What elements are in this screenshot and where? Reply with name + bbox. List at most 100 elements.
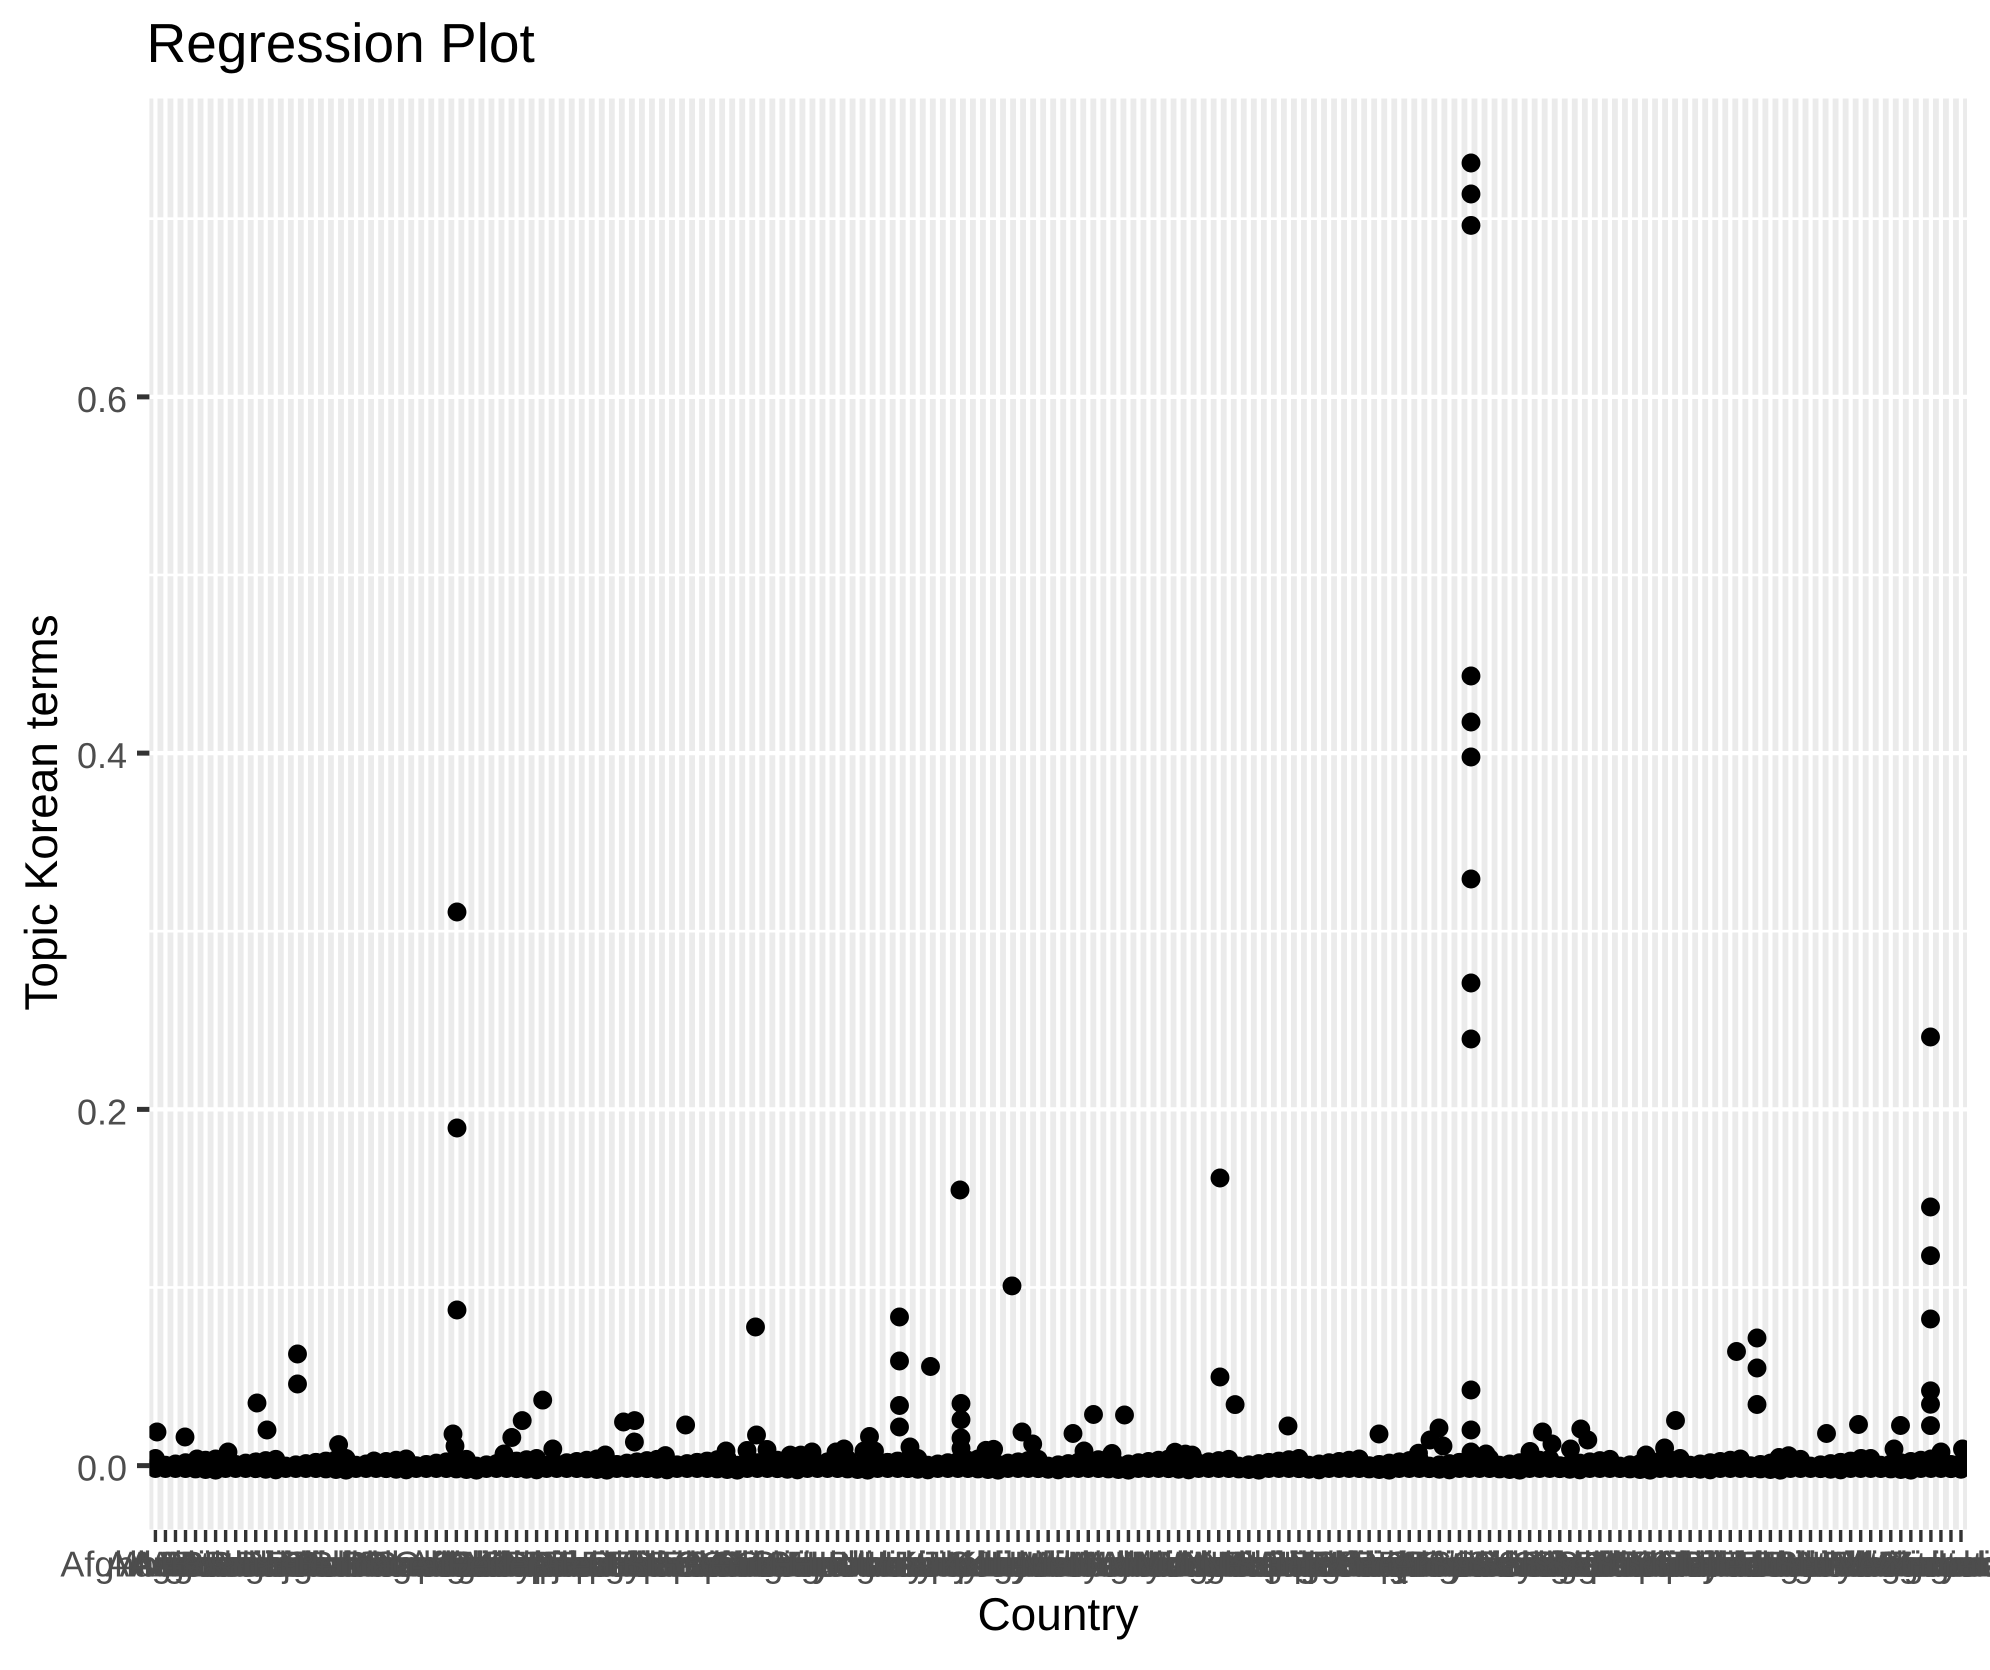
- svg-text:Jordan: Jordan: [923, 1544, 1033, 1585]
- svg-text:Uruguay: Uruguay: [1823, 1544, 1959, 1585]
- svg-text:Grenada: Grenada: [717, 1544, 858, 1585]
- svg-text:Bulgaria: Bulgaria: [340, 1544, 473, 1585]
- svg-text:Spain: Spain: [1614, 1544, 1706, 1585]
- svg-text:Ethiopia: Ethiopia: [622, 1544, 753, 1585]
- svg-text:United States Virgin Islands: United States Virgin Islands: [1660, 1544, 1990, 1585]
- svg-text:Finland: Finland: [648, 1544, 766, 1585]
- svg-text:Bosnia and Herzegovina: Bosnia and Herzegovina: [170, 1544, 563, 1585]
- svg-text:Brazil: Brazil: [341, 1544, 431, 1585]
- svg-text:Topic Korean terms: Topic Korean terms: [15, 614, 67, 1010]
- svg-text:Guinea: Guinea: [749, 1544, 866, 1585]
- svg-text:Liechtenstein: Liechtenstein: [982, 1544, 1194, 1585]
- svg-text:Denmark: Denmark: [504, 1544, 651, 1585]
- svg-text:Bahamas: Bahamas: [180, 1544, 332, 1585]
- svg-text:Cameroon: Cameroon: [362, 1544, 530, 1585]
- svg-text:Dominican Republic: Dominican Republic: [447, 1544, 767, 1585]
- svg-text:Malaysia: Malaysia: [1067, 1544, 1210, 1585]
- svg-text:Qatar: Qatar: [1384, 1544, 1474, 1585]
- svg-text:Panama: Panama: [1302, 1544, 1437, 1585]
- svg-text:Malawi: Malawi: [1072, 1544, 1184, 1585]
- svg-text:Bangladesh: Bangladesh: [181, 1544, 371, 1585]
- svg-text:0.6: 0.6: [77, 379, 127, 420]
- svg-text:Eswatini: Eswatini: [610, 1544, 744, 1585]
- svg-text:Burundi: Burundi: [364, 1544, 488, 1585]
- svg-text:South Korea: South Korea: [1540, 1544, 1741, 1585]
- svg-text:Azerbaijan: Azerbaijan: [161, 1544, 331, 1585]
- svg-text:Saudi Arabia: Saudi Arabia: [1428, 1544, 1633, 1585]
- svg-text:El Salvador: El Salvador: [545, 1544, 729, 1585]
- svg-text:Uzbekistan: Uzbekistan: [1812, 1544, 1990, 1585]
- svg-text:Andorra: Andorra: [132, 1544, 261, 1585]
- svg-text:Mexico: Mexico: [1132, 1544, 1246, 1585]
- svg-text:Taiwan: Taiwan: [1674, 1544, 1786, 1585]
- svg-text:Lebanon: Lebanon: [978, 1544, 1118, 1585]
- svg-text:Sierra Leone: Sierra Leone: [1467, 1544, 1673, 1585]
- svg-text:Central African Republic: Central African Republic: [283, 1544, 669, 1585]
- svg-text:Saint Kitts and Nevis: Saint Kitts and Nevis: [1313, 1544, 1645, 1585]
- svg-text:North Macedonia: North Macedonia: [1202, 1544, 1477, 1585]
- svg-text:Rwanda: Rwanda: [1403, 1544, 1536, 1585]
- svg-text:Tunisia: Tunisia: [1733, 1544, 1849, 1585]
- svg-text:Solomon Islands: Solomon Islands: [1477, 1544, 1743, 1585]
- svg-text:Benin: Benin: [280, 1544, 372, 1585]
- svg-text:Libya: Libya: [1035, 1544, 1122, 1585]
- svg-text:Philippines: Philippines: [1312, 1544, 1486, 1585]
- svg-text:Guinea-Bissau: Guinea-Bissau: [699, 1544, 935, 1585]
- svg-text:Barbados: Barbados: [209, 1544, 363, 1585]
- svg-text:Egypt: Egypt: [581, 1544, 673, 1585]
- svg-text:Georgia: Georgia: [683, 1544, 812, 1585]
- svg-text:Algeria: Algeria: [119, 1544, 232, 1585]
- svg-text:Sudan: Sudan: [1628, 1544, 1732, 1585]
- svg-text:Croatia: Croatia: [479, 1544, 596, 1585]
- svg-text:Kyrgyzstan: Kyrgyzstan: [939, 1544, 1117, 1585]
- svg-text:Mauritius: Mauritius: [1106, 1544, 1252, 1585]
- svg-text:Luxembourg: Luxembourg: [1008, 1544, 1208, 1585]
- svg-text:Somalia: Somalia: [1555, 1544, 1686, 1585]
- svg-text:Gabon: Gabon: [673, 1544, 781, 1585]
- svg-text:Liberia: Liberia: [1014, 1544, 1123, 1585]
- svg-text:Saint Lucia: Saint Lucia: [1400, 1544, 1579, 1585]
- svg-text:Country: Country: [977, 1588, 1138, 1640]
- svg-text:South Sudan: South Sudan: [1546, 1544, 1754, 1585]
- svg-text:North Korea: North Korea: [1232, 1544, 1427, 1585]
- svg-text:Niger: Niger: [1266, 1544, 1352, 1585]
- svg-text:Moldova: Moldova: [1131, 1544, 1268, 1585]
- svg-text:Paraguay: Paraguay: [1312, 1544, 1466, 1585]
- svg-text:Madagascar: Madagascar: [1019, 1544, 1217, 1585]
- svg-text:Democratic Republic of the Con: Democratic Republic of the Congo: [293, 1544, 841, 1585]
- svg-text:Nepal: Nepal: [1222, 1544, 1316, 1585]
- svg-text:Tonga: Tonga: [1721, 1544, 1820, 1585]
- svg-text:Montenegro: Montenegro: [1123, 1544, 1315, 1585]
- svg-text:Cambodia: Cambodia: [354, 1544, 519, 1585]
- svg-text:Nigeria: Nigeria: [1262, 1544, 1377, 1585]
- svg-text:Ukraine: Ukraine: [1779, 1544, 1903, 1585]
- svg-text:Suriname: Suriname: [1613, 1544, 1767, 1585]
- svg-text:Papua New Guinea: Papua New Guinea: [1223, 1544, 1536, 1585]
- svg-text:Gambia: Gambia: [674, 1544, 801, 1585]
- svg-text:Zimbabwe: Zimbabwe: [1878, 1544, 1990, 1585]
- svg-text:Ecuador: Ecuador: [550, 1544, 684, 1585]
- svg-text:Colombia: Colombia: [430, 1544, 583, 1585]
- svg-text:Burkina Faso: Burkina Faso: [310, 1544, 522, 1585]
- svg-text:Iceland: Iceland: [810, 1544, 926, 1585]
- svg-text:Djibouti: Djibouti: [527, 1544, 647, 1585]
- svg-text:Kuwait: Kuwait: [964, 1544, 1072, 1585]
- svg-text:Guatemala: Guatemala: [709, 1544, 886, 1585]
- svg-text:Equatorial Guinea: Equatorial Guinea: [503, 1544, 792, 1585]
- svg-text:Sweden: Sweden: [1635, 1544, 1765, 1585]
- svg-text:South Africa: South Africa: [1533, 1544, 1728, 1585]
- svg-text:Tanzania: Tanzania: [1678, 1544, 1823, 1585]
- svg-text:Chile: Chile: [445, 1544, 527, 1585]
- svg-text:Cyprus: Cyprus: [490, 1544, 604, 1585]
- svg-text:Cape Verde: Cape Verde: [371, 1544, 561, 1585]
- svg-text:United Arab Emirates: United Arab Emirates: [1681, 1544, 1990, 1585]
- svg-text:Afghanistan: Afghanistan: [60, 1544, 250, 1585]
- svg-text:Venezuela: Venezuela: [1837, 1544, 1990, 1585]
- svg-text:Bolivia: Bolivia: [293, 1544, 400, 1585]
- svg-text:Regression Plot: Regression Plot: [147, 12, 535, 74]
- svg-text:Haiti: Haiti: [802, 1544, 874, 1585]
- svg-text:Zambia: Zambia: [1891, 1544, 1990, 1585]
- svg-text:Norway: Norway: [1288, 1544, 1410, 1585]
- svg-text:United States: United States: [1763, 1544, 1979, 1585]
- svg-text:Brunei: Brunei: [344, 1544, 448, 1585]
